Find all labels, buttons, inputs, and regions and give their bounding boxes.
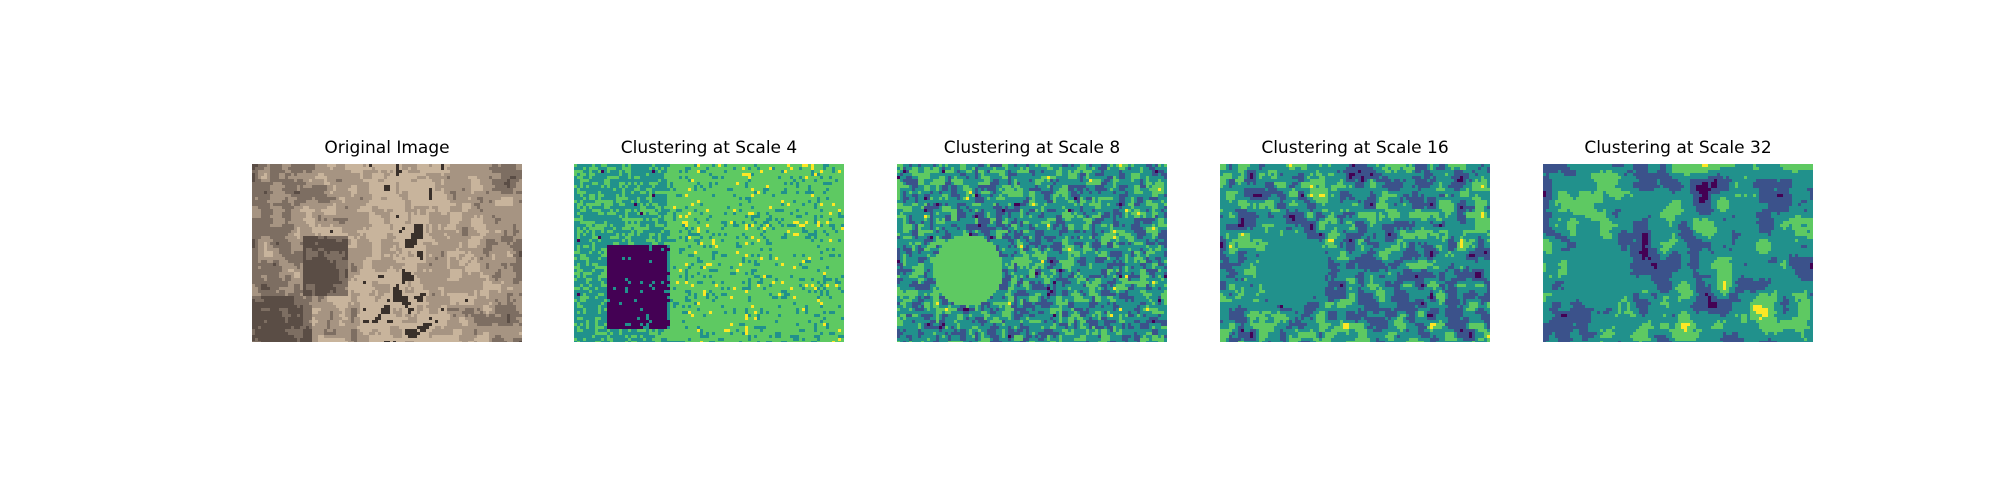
cluster-map-scale-8: [897, 164, 1167, 342]
panel-title: Clustering at Scale 8: [897, 138, 1167, 158]
panel-title: Clustering at Scale 16: [1220, 138, 1490, 158]
panel-title: Original Image: [252, 138, 522, 158]
panel-title: Clustering at Scale 32: [1543, 138, 1813, 158]
cluster-map-scale-32: [1543, 164, 1813, 342]
cluster-map-scale-16: [1220, 164, 1490, 342]
cluster-map-scale-4: [574, 164, 844, 342]
original-image: [252, 164, 522, 342]
panel-title: Clustering at Scale 4: [574, 138, 844, 158]
